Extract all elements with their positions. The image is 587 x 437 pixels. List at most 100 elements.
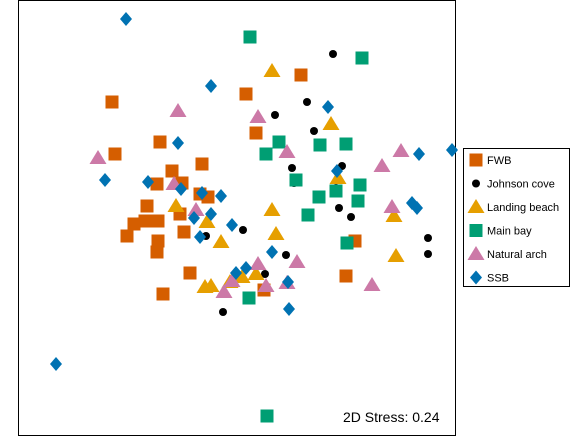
legend-box (463, 148, 570, 287)
point-natural-arch (249, 256, 267, 270)
point-ssb (215, 189, 227, 203)
point-landing-beach (263, 202, 281, 216)
point-fwb (108, 147, 122, 161)
point-ssb (226, 218, 238, 232)
point-fwb (249, 126, 263, 140)
point-ssb (283, 302, 295, 316)
point-fwb (294, 68, 308, 82)
point-fwb (150, 245, 164, 259)
legend-label-main-bay: Main bay (487, 226, 532, 238)
point-main-bay (312, 190, 326, 204)
stress-annotation: 2D Stress: 0.24 (343, 409, 440, 425)
point-ssb (50, 357, 62, 371)
point-main-bay (260, 409, 274, 423)
point-johnson-cove (271, 111, 279, 119)
point-johnson-cove (424, 234, 432, 242)
point-johnson-cove (288, 164, 296, 172)
legend-marker-natural-arch (467, 246, 485, 260)
point-main-bay (259, 147, 273, 161)
point-ssb (205, 79, 217, 93)
point-fwb (105, 95, 119, 109)
point-main-bay (353, 178, 367, 192)
point-landing-beach (247, 266, 265, 280)
point-johnson-cove (347, 213, 355, 221)
point-main-bay (242, 291, 256, 305)
point-landing-beach (233, 269, 251, 283)
point-johnson-cove (239, 226, 247, 234)
point-natural-arch (169, 103, 187, 117)
point-natural-arch (257, 278, 275, 292)
point-main-bay (329, 184, 343, 198)
point-ssb (413, 147, 425, 161)
point-ssb (188, 211, 200, 225)
point-natural-arch (392, 143, 410, 157)
point-ssb (282, 275, 294, 289)
point-johnson-cove (335, 204, 343, 212)
point-natural-arch (223, 273, 241, 287)
point-ssb (322, 100, 334, 114)
point-natural-arch (383, 199, 401, 213)
point-main-bay (340, 236, 354, 250)
point-fwb (120, 229, 134, 243)
point-main-bay (351, 194, 365, 208)
point-landing-beach (322, 116, 340, 130)
point-ssb (266, 245, 278, 259)
point-ssb (446, 143, 458, 157)
legend-marker-johnson-cove (472, 179, 480, 188)
point-landing-beach (329, 170, 347, 184)
point-ssb (230, 266, 242, 280)
point-johnson-cove (303, 98, 311, 106)
point-main-bay (355, 51, 369, 65)
legend-marker-ssb (470, 270, 482, 285)
point-johnson-cove (261, 270, 269, 278)
point-ssb (99, 173, 111, 187)
point-main-bay (313, 138, 327, 152)
point-ssb (205, 207, 217, 221)
point-ssb (175, 182, 187, 196)
point-ssb (196, 186, 208, 200)
point-fwb (138, 214, 152, 228)
point-main-bay (243, 30, 257, 44)
point-ssb (142, 175, 154, 189)
point-main-bay (339, 137, 353, 151)
point-fwb (183, 266, 197, 280)
point-fwb (153, 135, 167, 149)
point-fwb (140, 199, 154, 213)
point-landing-beach (267, 226, 285, 240)
point-natural-arch (89, 150, 107, 164)
legend-label-ssb: SSB (487, 273, 509, 285)
point-fwb (156, 287, 170, 301)
point-fwb (165, 164, 179, 178)
point-ssb (240, 261, 252, 275)
point-natural-arch (373, 158, 391, 172)
point-fwb (339, 269, 353, 283)
legend: FWB Johnson cove Landing beach Main bay Natu… (463, 148, 570, 287)
point-fwb (195, 157, 209, 171)
point-landing-beach (387, 248, 405, 262)
point-natural-arch (249, 109, 267, 123)
point-fwb (151, 234, 165, 248)
point-johnson-cove (219, 308, 227, 316)
point-johnson-cove (282, 251, 290, 259)
point-natural-arch (187, 202, 205, 216)
legend-marker-fwb (469, 153, 483, 167)
point-fwb (151, 214, 165, 228)
point-fwb (127, 217, 141, 231)
point-fwb (150, 177, 164, 191)
point-johnson-cove (329, 50, 337, 58)
point-fwb (177, 225, 191, 239)
point-natural-arch (363, 277, 381, 291)
point-landing-beach (167, 198, 185, 212)
legend-label-johnson-cove: Johnson cove (487, 179, 555, 191)
point-ssb (172, 136, 184, 150)
point-landing-beach (263, 63, 281, 77)
point-natural-arch (215, 284, 233, 298)
point-landing-beach (198, 214, 216, 228)
point-ssb (411, 201, 423, 215)
point-natural-arch (278, 144, 296, 158)
legend-marker-main-bay (469, 224, 483, 237)
point-johnson-cove (310, 127, 318, 135)
legend-marker-landing-beach (467, 199, 485, 213)
point-main-bay (301, 208, 315, 222)
point-landing-beach (385, 208, 403, 222)
